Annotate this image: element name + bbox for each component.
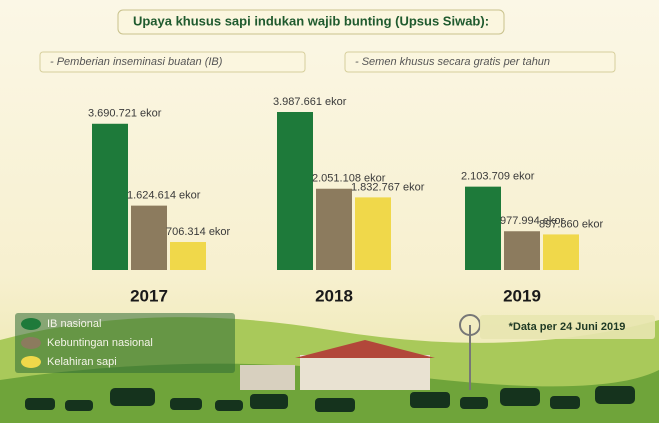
legend-swatch: [21, 318, 41, 330]
x-tick-label: 2019: [503, 286, 541, 305]
bar: [277, 112, 313, 270]
note-box: [480, 315, 655, 339]
bar: [543, 234, 579, 270]
subtitle: - Semen khusus secara gratis per tahun: [355, 56, 550, 68]
legend-label: Kebuntingan nasional: [47, 337, 153, 349]
value-label: 2.103.709 ekor: [461, 171, 535, 183]
annotation: *Data per 24 Juni 2019: [509, 321, 626, 333]
bar: [170, 242, 206, 270]
value-label: 1.832.767 ekor: [351, 181, 425, 193]
value-label: 2.051.108 ekor: [312, 173, 386, 185]
bar: [355, 197, 391, 270]
cattle: [25, 386, 635, 412]
hill: [0, 363, 659, 423]
bar: [92, 123, 128, 270]
bar: [504, 231, 540, 270]
chart-title: Upaya khusus sapi indukan wajib bunting …: [133, 13, 489, 28]
x-tick-label: 2018: [315, 286, 353, 305]
value-label: 977.994 ekor: [500, 215, 565, 227]
bar: [316, 188, 352, 270]
subtitle-box: [344, 51, 616, 73]
value-label: 706.314 ekor: [166, 226, 231, 238]
bar: [465, 186, 501, 270]
value-label: 897.860 ekor: [539, 218, 604, 230]
legend-swatch: [21, 356, 41, 368]
x-tick-label: 2017: [130, 286, 168, 305]
legend-label: IB nasional: [47, 318, 101, 330]
bar: [131, 205, 167, 270]
value-label: 1.624.614 ekor: [127, 190, 201, 202]
legend-swatch: [21, 337, 41, 349]
legend-box: [15, 313, 235, 373]
subtitle: - Pemberian inseminasi buatan (IB): [50, 56, 223, 68]
subtitle-box: [39, 51, 306, 73]
value-label: 3.690.721 ekor: [88, 108, 162, 120]
farm: [240, 314, 481, 390]
legend-label: Kelahiran sapi: [47, 356, 117, 368]
value-label: 3.987.661 ekor: [273, 96, 347, 108]
title-box: [117, 9, 505, 35]
